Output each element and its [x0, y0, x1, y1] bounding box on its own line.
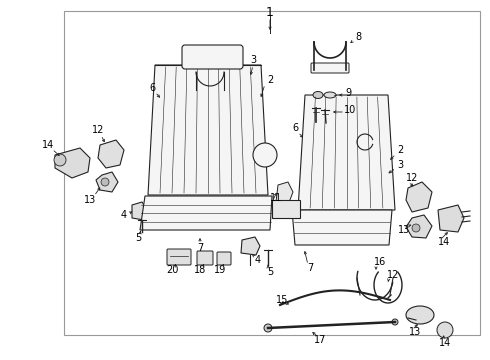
Circle shape: [101, 178, 109, 186]
Text: 12: 12: [92, 125, 104, 135]
Polygon shape: [292, 210, 392, 245]
Ellipse shape: [324, 92, 336, 98]
Polygon shape: [276, 182, 293, 205]
Polygon shape: [55, 148, 90, 178]
Circle shape: [264, 324, 272, 332]
FancyBboxPatch shape: [197, 251, 213, 265]
Circle shape: [253, 143, 277, 167]
FancyBboxPatch shape: [167, 249, 191, 265]
Text: 13: 13: [84, 195, 96, 205]
Polygon shape: [438, 205, 464, 232]
Text: 6: 6: [292, 123, 298, 133]
Circle shape: [54, 154, 66, 166]
Text: 10: 10: [344, 105, 356, 115]
Text: 13: 13: [398, 225, 410, 235]
Text: 7: 7: [307, 263, 313, 273]
Text: 4: 4: [255, 255, 261, 265]
Text: 7: 7: [197, 243, 203, 253]
Text: 12: 12: [387, 270, 399, 280]
Text: 12: 12: [406, 173, 418, 183]
Text: 11: 11: [270, 193, 282, 203]
Polygon shape: [406, 182, 432, 212]
Polygon shape: [298, 95, 395, 210]
Ellipse shape: [313, 91, 323, 99]
Polygon shape: [98, 140, 124, 168]
Text: 13: 13: [409, 327, 421, 337]
Text: 2: 2: [397, 145, 403, 155]
Text: 6: 6: [149, 83, 155, 93]
Text: 8: 8: [355, 32, 361, 42]
Polygon shape: [132, 202, 147, 220]
Text: 17: 17: [314, 335, 326, 345]
Text: 14: 14: [42, 140, 54, 150]
FancyBboxPatch shape: [311, 63, 349, 73]
Ellipse shape: [406, 306, 434, 324]
Text: 2: 2: [267, 75, 273, 85]
Bar: [272, 200, 300, 218]
Circle shape: [437, 322, 453, 338]
Text: 16: 16: [374, 257, 386, 267]
Circle shape: [392, 319, 398, 325]
Text: 15: 15: [276, 295, 288, 305]
Polygon shape: [140, 196, 272, 230]
FancyBboxPatch shape: [182, 45, 243, 69]
Text: 20: 20: [166, 265, 178, 275]
Text: 3: 3: [397, 160, 403, 170]
Text: 5: 5: [267, 267, 273, 277]
Text: 3: 3: [250, 55, 256, 65]
FancyBboxPatch shape: [217, 252, 231, 265]
Text: 1: 1: [266, 5, 274, 18]
Text: 19: 19: [214, 265, 226, 275]
Circle shape: [412, 224, 420, 232]
Polygon shape: [96, 172, 118, 192]
Text: 4: 4: [121, 210, 127, 220]
Bar: [64, 11, 480, 335]
Text: 14: 14: [438, 237, 450, 247]
Text: 9: 9: [345, 88, 351, 98]
Text: 5: 5: [135, 233, 141, 243]
Text: 14: 14: [439, 338, 451, 348]
Polygon shape: [148, 65, 268, 195]
Polygon shape: [241, 237, 260, 255]
Polygon shape: [406, 215, 432, 238]
Text: 18: 18: [194, 265, 206, 275]
